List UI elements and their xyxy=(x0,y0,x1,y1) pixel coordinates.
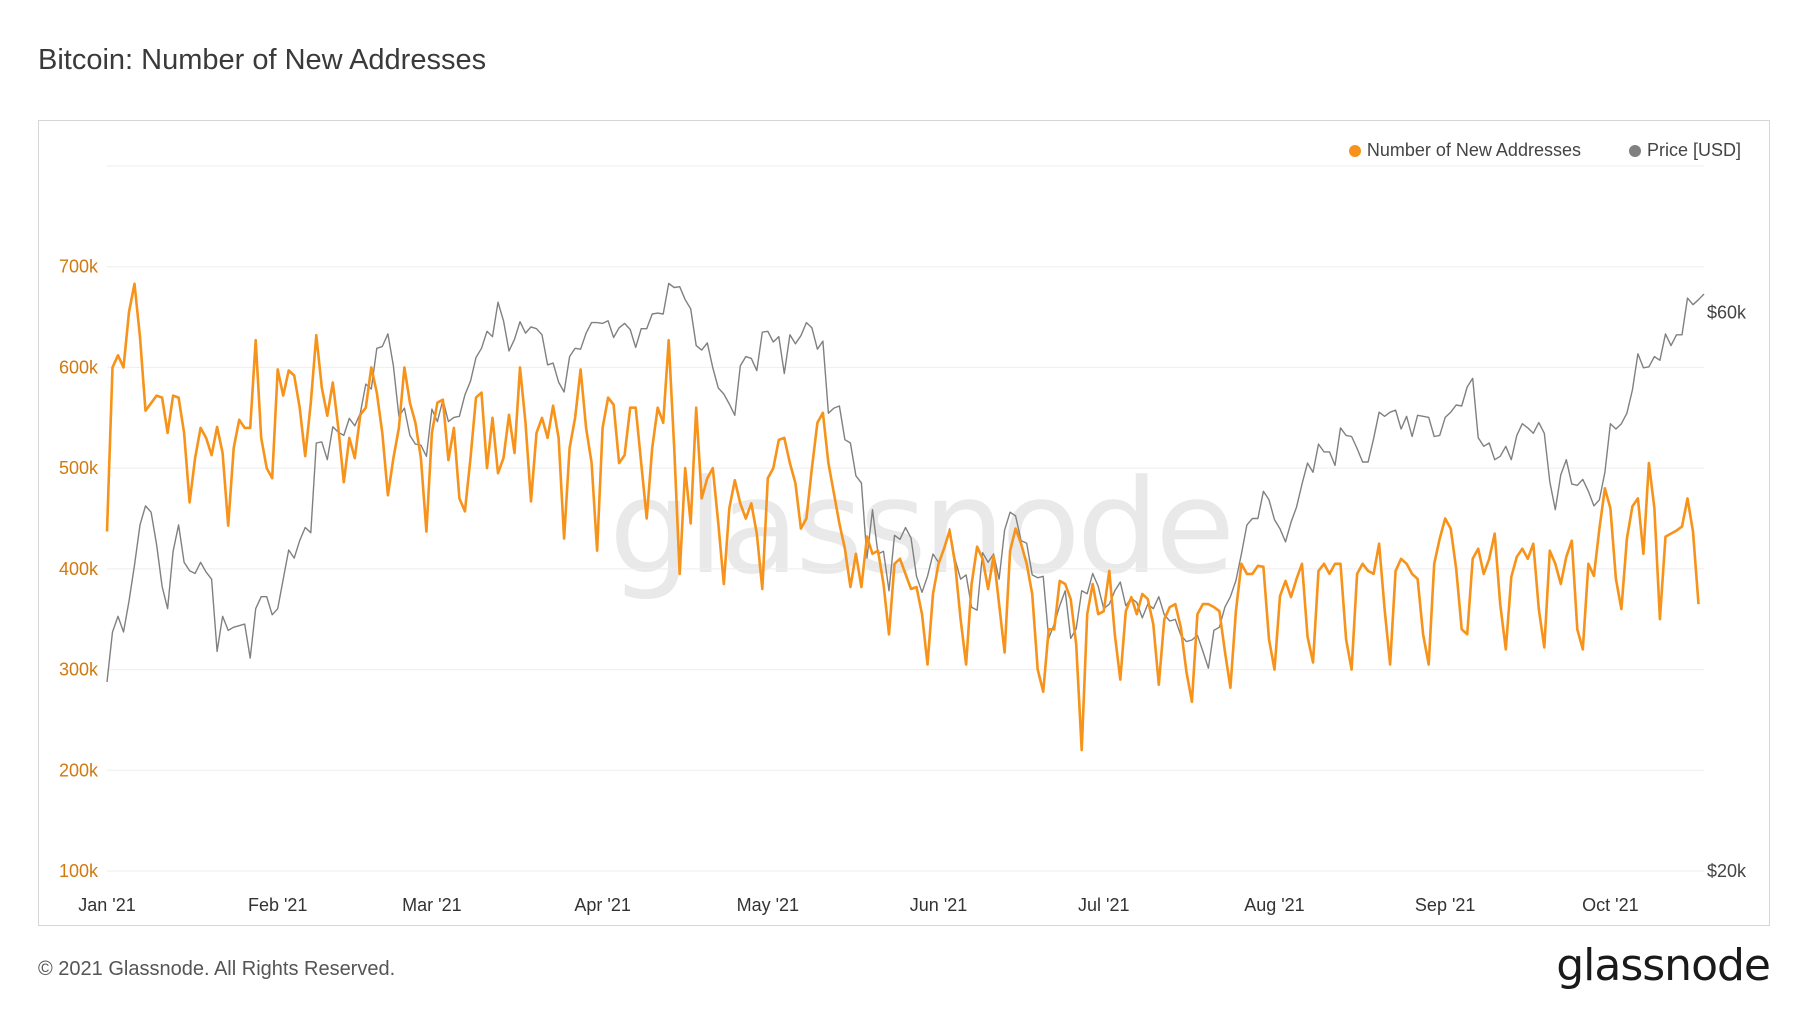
x-axis-tick-label: Oct '21 xyxy=(1582,895,1638,915)
x-axis-tick-label: Feb '21 xyxy=(248,895,307,915)
legend-dot-addresses xyxy=(1348,144,1361,157)
x-axis-tick-label: Jun '21 xyxy=(910,895,967,915)
left-axis-tick-label: 300k xyxy=(59,660,99,680)
glassnode-logo[interactable]: glassnode xyxy=(1556,940,1771,991)
left-axis-tick-label: 700k xyxy=(59,257,99,277)
left-axis-tick-label: 200k xyxy=(59,760,99,780)
x-axis-tick-label: Aug '21 xyxy=(1244,895,1305,915)
legend-item-addresses[interactable]: Number of New Addresses xyxy=(1348,140,1581,161)
series-line-new-addresses xyxy=(105,282,1700,752)
left-axis-tick-label: 100k xyxy=(59,861,99,881)
chart-title: Bitcoin: Number of New Addresses xyxy=(38,44,487,76)
chart-frame: glassnode 100k 200k 300k 400k 500k 600k 700k $2… xyxy=(38,120,1770,926)
x-axis-tick-label: Mar '21 xyxy=(402,895,461,915)
right-axis-tick-label: $20k xyxy=(1707,861,1747,881)
legend-dot-price xyxy=(1628,144,1641,157)
right-axis-tick-label: $60k xyxy=(1707,302,1747,322)
left-axis-tick-label: 500k xyxy=(59,458,99,478)
x-axis-tick-label: Sep '21 xyxy=(1415,895,1476,915)
legend-label-addresses: Number of New Addresses xyxy=(1366,140,1581,160)
legend-label-price: Price [USD] xyxy=(1646,140,1741,160)
x-axis-tick-label: May '21 xyxy=(737,895,799,915)
series-line-price xyxy=(106,282,1705,683)
copyright-footer: © 2021 Glassnode. All Rights Reserved. xyxy=(38,958,396,980)
chart-plot: 100k 200k 300k 400k 500k 600k 700k $20k $60k Jan … xyxy=(59,165,1747,915)
chart-legend: Number of New Addresses Price [USD] xyxy=(1348,140,1741,161)
x-axis-tick-label: Jan '21 xyxy=(78,895,135,915)
legend-item-price[interactable]: Price [USD] xyxy=(1628,140,1741,161)
left-axis-tick-label: 400k xyxy=(59,559,99,579)
x-axis-tick-label: Apr '21 xyxy=(574,895,630,915)
left-axis-tick-label: 600k xyxy=(59,357,99,377)
x-axis-tick-label: Jul '21 xyxy=(1078,895,1129,915)
